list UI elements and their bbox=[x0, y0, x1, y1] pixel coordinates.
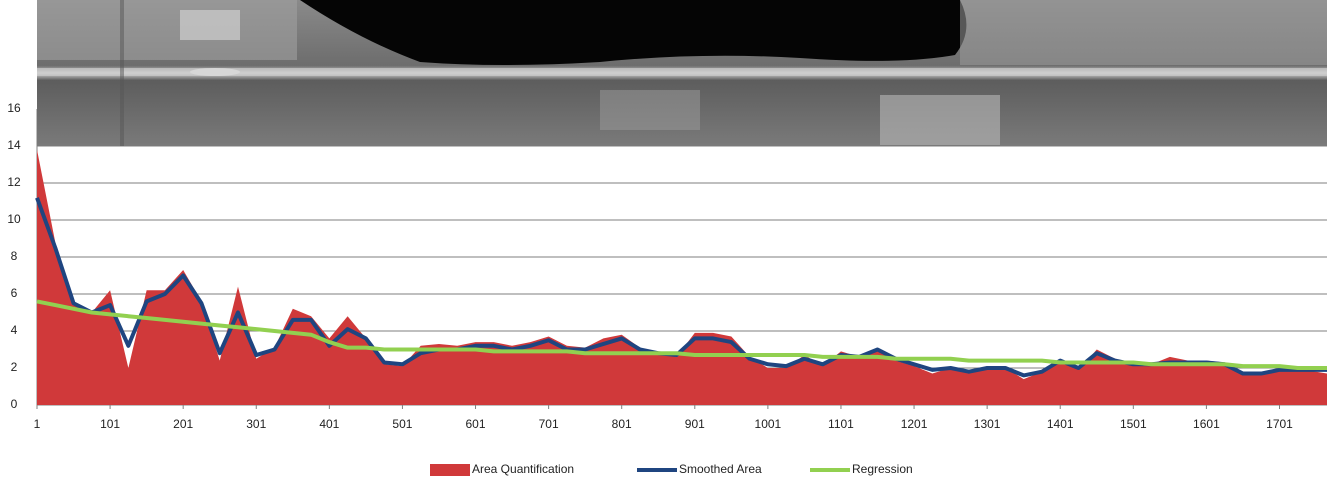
x-tick-label: 801 bbox=[612, 417, 632, 431]
line bbox=[36, 299, 1327, 370]
y-tick-label: 8 bbox=[11, 249, 18, 263]
x-tick-label: 1101 bbox=[828, 417, 854, 431]
x-tick-label: 1401 bbox=[1047, 417, 1074, 431]
y-tick-label: 6 bbox=[11, 286, 18, 300]
area bbox=[37, 149, 1327, 405]
x-tick-label: 1 bbox=[34, 417, 41, 431]
x-tick-label: 901 bbox=[685, 417, 705, 431]
y-tick-label: 2 bbox=[11, 360, 18, 374]
legend-label: Smoothed Area bbox=[679, 462, 762, 476]
x-tick-label: 1201 bbox=[901, 417, 928, 431]
x-tick-label: 1301 bbox=[974, 417, 1001, 431]
y-tick-label: 16 bbox=[7, 101, 21, 115]
y-tick-label: 12 bbox=[7, 175, 21, 189]
x-tick-label: 201 bbox=[173, 417, 193, 431]
legend-swatch bbox=[430, 464, 470, 476]
mark-layer bbox=[35, 149, 1327, 405]
legend: Area Quantification Smoothed Area Regressi… bbox=[430, 462, 913, 476]
legend-label: Area Quantification bbox=[472, 462, 574, 476]
x-tick-label: 701 bbox=[539, 417, 559, 431]
x-tick-label: 101 bbox=[100, 417, 120, 431]
x-tick-label: 301 bbox=[246, 417, 266, 431]
x-tick-label: 501 bbox=[392, 417, 412, 431]
x-tick-label: 1701 bbox=[1266, 417, 1293, 431]
x-tick-label: 601 bbox=[466, 417, 486, 431]
y-tick-label: 10 bbox=[7, 212, 21, 226]
x-tick-label: 401 bbox=[319, 417, 339, 431]
x-tick-label: 1501 bbox=[1120, 417, 1147, 431]
sample-image bbox=[37, 0, 1327, 146]
legend-label: Regression bbox=[852, 462, 913, 476]
y-tick-label: 4 bbox=[11, 323, 18, 337]
y-tick-label: 14 bbox=[7, 138, 21, 152]
y-tick-label: 0 bbox=[11, 397, 18, 411]
x-tick-label: 1001 bbox=[755, 417, 782, 431]
x-tick-label: 1601 bbox=[1193, 417, 1220, 431]
